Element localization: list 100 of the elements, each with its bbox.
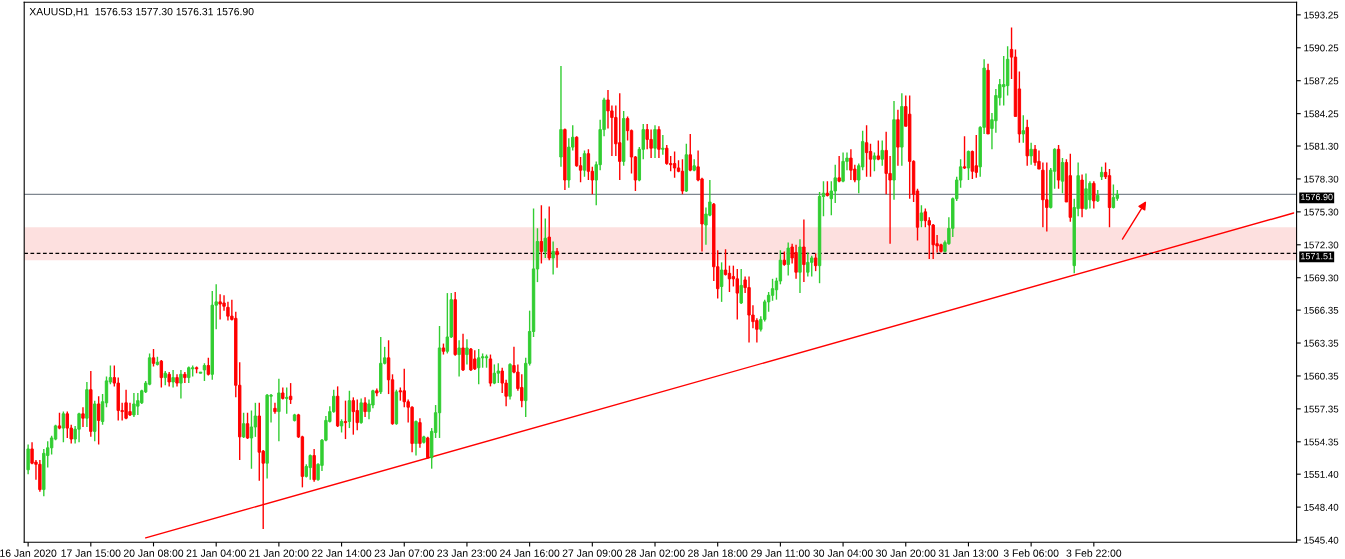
candlestick [966,149,971,181]
candlestick [418,417,422,449]
y-tick-label: 1560.35 [1304,372,1339,380]
candlestick [124,388,128,420]
candlestick [806,251,810,278]
x-tick-label: 28 Jan 18:00 [688,549,748,557]
y-tick-label: 1587.25 [1304,77,1339,85]
candlestick [465,338,469,366]
candlestick [1092,180,1096,210]
x-tick-label: 23 Jan 23:00 [437,549,497,557]
candlestick [136,392,140,416]
candlestick [688,133,692,172]
candlestick [277,378,281,442]
candlestick [26,443,30,475]
y-tick-label: 1578.30 [1304,175,1339,183]
x-tick-label: 30 Jan 04:00 [813,549,873,557]
y-tick-label: 1563.35 [1304,339,1339,347]
candlestick [680,158,685,196]
candlestick [285,386,289,415]
candlestick [1045,161,1049,233]
candlestick [841,151,845,183]
candlestick [414,419,418,457]
x-tick-label: 27 Jan 09:00 [562,549,623,557]
x-tick-label: 17 Jan 15:00 [61,549,121,557]
candlestick [919,204,924,228]
y-tick-label: 1593.25 [1304,11,1339,19]
candlestick [829,180,834,216]
candlestick [273,402,277,415]
candlestick [359,397,363,425]
x-tick-label: 24 Jan 16:00 [500,549,560,557]
candlestick [786,241,790,277]
candlestick [661,134,665,156]
candlestick [355,398,359,431]
candlestick [253,402,258,438]
x-tick-label: 31 Jan 13:00 [938,549,999,557]
candlestick [849,148,853,181]
candlestick [864,124,869,178]
candlestick [461,333,465,372]
candlestick [974,134,978,179]
candlestick [810,255,814,278]
candlestick [547,205,551,261]
candlestick [970,149,975,180]
x-tick-label: 22 Jan 14:00 [311,549,372,557]
candlestick [618,92,622,181]
candlestick [923,207,928,228]
y-tick-label: 1566.35 [1304,306,1339,314]
candlestick [241,412,246,439]
candlestick [308,453,312,481]
x-tick-label: 20 Jan 08:00 [123,549,184,557]
y-tick-label: 1545.40 [1304,536,1339,544]
ref-line-label: 1576.90 [1301,193,1333,201]
y-tick-label: 1590.25 [1304,44,1339,52]
candlestick [657,125,661,159]
candlestick [739,268,743,305]
candlestick [582,149,587,178]
candlestick [649,128,653,159]
candlestick [555,247,559,269]
y-tick-label: 1581.30 [1304,142,1339,150]
x-tick-label: 21 Jan 20:00 [249,549,309,557]
x-tick-label: 3 Feb 22:00 [1066,549,1122,557]
candlestick [171,369,175,389]
y-tick-label: 1548.40 [1304,503,1339,511]
candlestick [872,151,877,172]
candlestick [249,409,254,470]
y-tick-label: 1584.25 [1304,110,1339,118]
candlestick [183,371,187,384]
y-tick-label: 1554.35 [1304,438,1339,446]
candlestick [61,410,66,444]
candlestick [179,369,183,400]
candlestick [735,268,739,321]
candlestick [77,412,81,444]
candlestick [543,217,548,259]
x-tick-label: 28 Jan 02:00 [625,549,685,557]
y-tick-label: 1557.35 [1304,405,1339,413]
candlestick [343,399,348,440]
candlestick [245,412,250,440]
chart-title: XAUUSD,H1 1576.53 1577.30 1576.31 1576.90 [29,7,254,17]
candlestick [473,349,477,371]
candlestick [351,396,356,436]
y-tick-label: 1575.30 [1304,208,1339,216]
candlestick [363,396,367,418]
x-tick-label: 23 Jan 07:00 [374,549,434,557]
x-tick-label: 16 Jan 2020 [0,549,57,557]
candlestick [218,293,222,321]
candlestick [868,143,873,178]
candlestick [457,339,461,378]
candlestick [1111,183,1116,210]
candlestick [653,124,657,159]
candlestick [1084,172,1088,211]
candlestick [1029,142,1033,166]
ref-line-label: 1571.51 [1301,253,1333,260]
candlestick [962,135,967,170]
candlestick [132,392,136,418]
candlestick [1021,114,1025,144]
candlestick [586,148,591,181]
candlestick [794,244,798,280]
candlestick [1033,144,1037,167]
candlestick [65,410,70,439]
x-tick-label: 30 Jan 20:00 [876,549,936,557]
candlestick [551,240,555,276]
